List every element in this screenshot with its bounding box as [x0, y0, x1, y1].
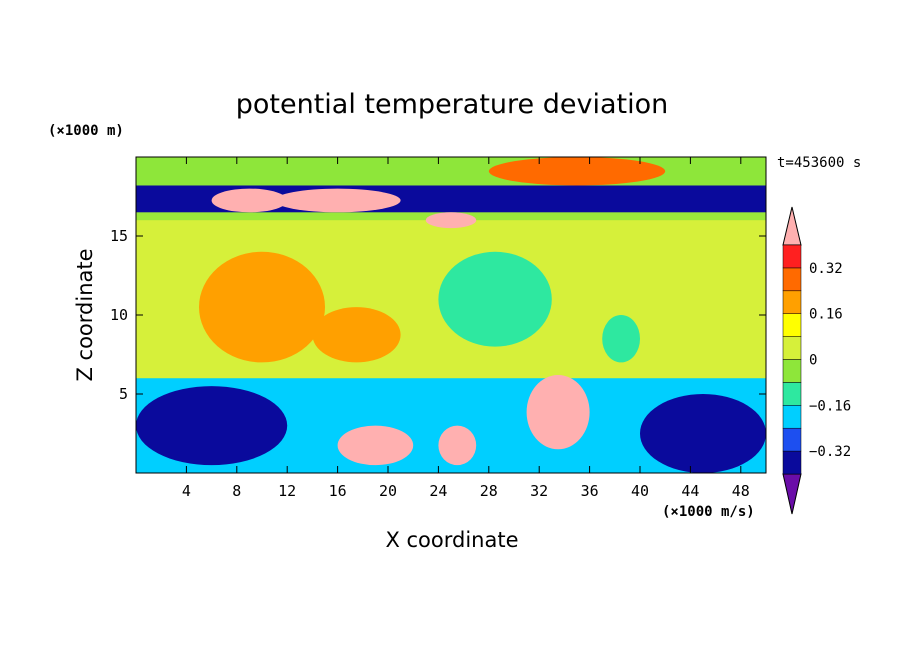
contour-region-12: [211, 188, 288, 213]
x-tick-label-7: 32: [530, 482, 548, 500]
colorbar-bin-8: [782, 267, 802, 292]
contour-region-8: [602, 315, 640, 363]
contour-region-13: [274, 188, 401, 213]
x-tick-label-2: 12: [278, 482, 296, 500]
x-tick-label-11: 48: [732, 482, 750, 500]
colorbar-bin-9: [782, 244, 802, 269]
colorbar-bin-1: [782, 427, 802, 452]
x-axis-label: X coordinate: [385, 528, 518, 552]
contour-region-5: [199, 251, 325, 363]
x-tick-label-9: 40: [631, 482, 649, 500]
colorbar-bin-0: [782, 450, 802, 475]
colorbar-top-arrow: [782, 206, 802, 246]
colorbar-bin-7: [782, 290, 802, 314]
x-tick-label-3: 16: [329, 482, 347, 500]
y-ticks: 5 10 15: [110, 227, 766, 403]
contour-region-10: [337, 425, 414, 466]
x-tick-label-1: 8: [232, 482, 241, 500]
contour-region-4: [488, 157, 666, 186]
x-ticks: 4 8 12 16 20 24 28 32 36 40 44 48: [182, 157, 750, 500]
colorbar-label-4: −0.32: [809, 444, 851, 460]
colorbar-label-2: 0: [809, 353, 817, 369]
colorbar-bin-3: [782, 382, 802, 406]
colorbar-bin-2: [782, 405, 802, 429]
x-tick-label-8: 36: [581, 482, 599, 500]
contour-regions: [136, 157, 766, 473]
contour-region-14: [425, 212, 477, 229]
y-axis-label: Z coordinate: [73, 248, 97, 381]
x-tick-label-5: 24: [429, 482, 447, 500]
contour-region-16: [640, 394, 766, 473]
y-tick-label-2: 15: [110, 227, 128, 245]
y-unit-label: (×1000 m): [48, 123, 124, 139]
colorbar-bin-5: [782, 336, 802, 360]
colorbar-bin-6: [782, 313, 802, 337]
colorbar-bin-4: [782, 359, 802, 383]
colorbar: 0.32 0.16 0 −0.16 −0.32: [782, 206, 851, 515]
contour-region-9: [526, 375, 590, 450]
x-tick-label-10: 44: [681, 482, 699, 500]
chart-title: potential temperature deviation: [236, 89, 668, 120]
contour-region-7: [438, 251, 552, 347]
contour-region-6: [312, 307, 401, 363]
contour-region-3: [136, 157, 766, 186]
colorbar-label-0: 0.32: [809, 261, 843, 277]
contour-region-15: [136, 386, 288, 466]
colorbar-label-1: 0.16: [809, 307, 843, 323]
plot-area: [136, 157, 766, 473]
x-tick-label-4: 20: [379, 482, 397, 500]
y-tick-label-1: 10: [110, 306, 128, 324]
x-tick-label-6: 28: [480, 482, 498, 500]
x-tick-label-0: 4: [182, 482, 191, 500]
y-tick-label-0: 5: [119, 385, 128, 403]
contour-region-11: [438, 425, 477, 466]
time-label: t=453600 s: [777, 155, 861, 171]
colorbar-label-3: −0.16: [809, 398, 851, 414]
colorbar-bottom-arrow: [782, 473, 802, 515]
x-unit-label: (×1000 m/s): [662, 504, 755, 520]
